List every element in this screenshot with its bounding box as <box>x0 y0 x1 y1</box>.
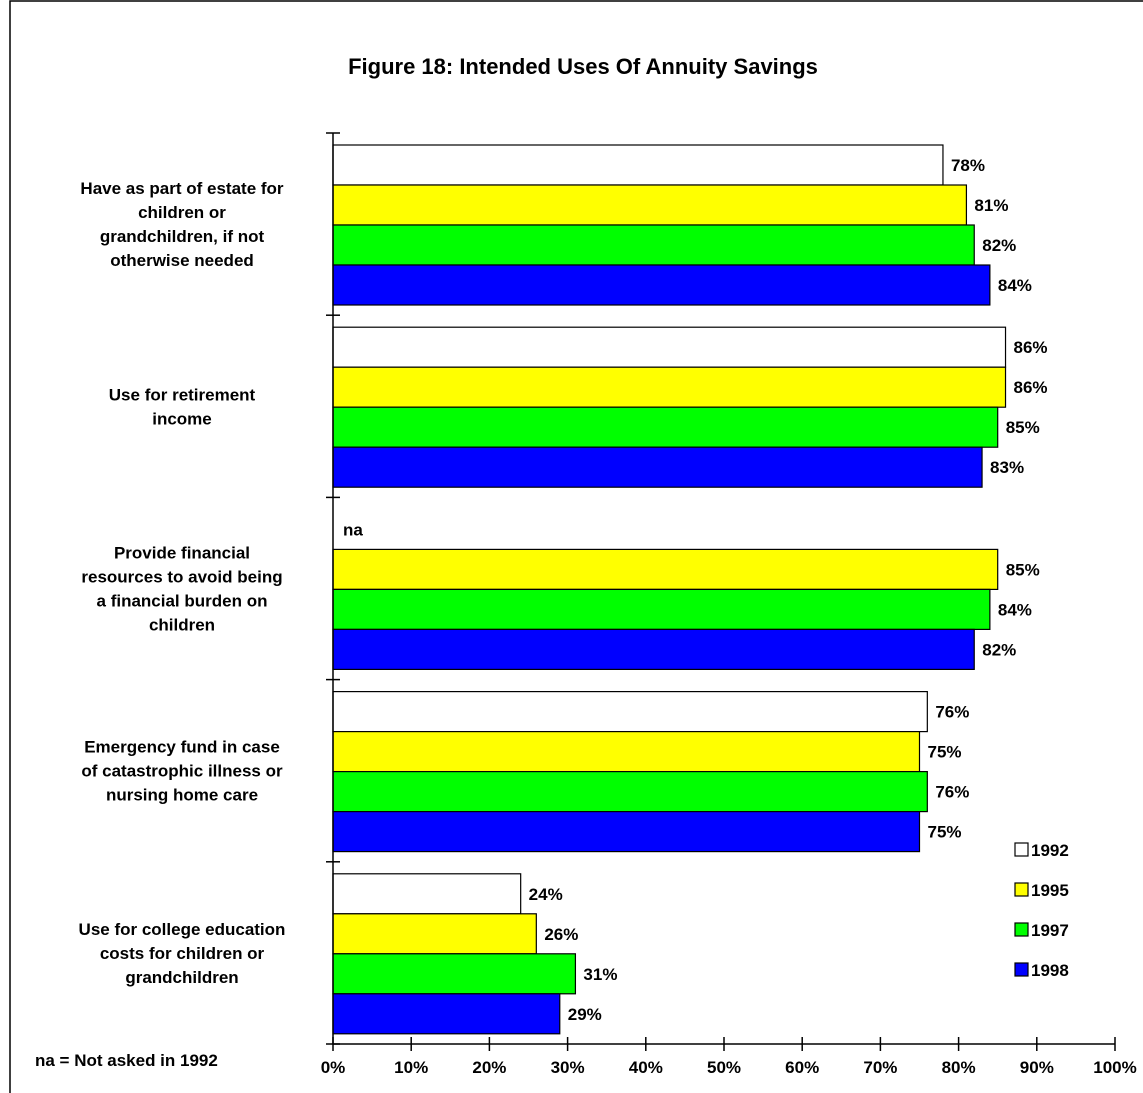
value-label-1997-cat3: 76% <box>935 783 969 802</box>
bar-1998-cat4 <box>332 993 561 1035</box>
legend-label-1995: 1995 <box>1031 881 1069 900</box>
legend-swatch-1992 <box>1014 842 1029 857</box>
legend-label-1997: 1997 <box>1031 921 1069 940</box>
category-label-3-line1: of catastrophic illness or <box>81 762 283 781</box>
bar-1992-cat3 <box>332 690 928 733</box>
category-label-1-line0: Use for retirement <box>109 385 256 404</box>
bar-1997-cat1 <box>332 406 999 448</box>
value-label-1998-cat0: 84% <box>998 276 1032 295</box>
category-label-1-line1: income <box>152 409 212 428</box>
value-label-1992-cat4: 24% <box>529 885 563 904</box>
value-label-1998-cat2: 82% <box>982 640 1016 659</box>
category-labels-layer: Have as part of estate for children or gra… <box>79 179 286 987</box>
x-tick-label-1: 10% <box>394 1058 428 1077</box>
bars-layer <box>332 144 1007 1035</box>
x-tick-label-4: 40% <box>629 1058 663 1077</box>
bar-1998-cat0 <box>332 264 991 306</box>
legend-swatch-1998 <box>1014 962 1029 977</box>
legend: 1992 1995 1997 1998 <box>1014 841 1069 980</box>
value-label-1992-cat0: 78% <box>951 156 985 175</box>
x-tick-label-6: 60% <box>785 1058 819 1077</box>
category-label-2-line0: Provide financial <box>114 544 250 563</box>
x-tick-label-0: 0% <box>321 1058 346 1077</box>
value-label-1992-cat3: 76% <box>935 703 969 722</box>
category-label-4-line0: Use for college education <box>79 920 286 939</box>
value-label-1992-cat1: 86% <box>1014 338 1048 357</box>
bar-1998-cat1 <box>332 446 983 488</box>
category-label-2-line1: resources to avoid being <box>81 568 282 587</box>
value-label-1998-cat4: 29% <box>568 1005 602 1024</box>
x-tick-label-3: 30% <box>551 1058 585 1077</box>
category-label-4-line1: costs for children or <box>100 944 265 963</box>
category-label-0-line1: children or <box>138 203 226 222</box>
bar-1998-cat3 <box>332 810 921 853</box>
value-label-1995-cat3: 75% <box>928 743 962 762</box>
bar-1995-cat1 <box>332 366 1007 408</box>
category-label-0-line3: otherwise needed <box>110 251 254 270</box>
value-label-1997-cat4: 31% <box>583 965 617 984</box>
value-label-1998-cat1: 83% <box>990 458 1024 477</box>
bar-1992-cat1 <box>332 326 1007 368</box>
value-label-1995-cat2: 85% <box>1006 560 1040 579</box>
x-tick-label-5: 50% <box>707 1058 741 1077</box>
bar-1995-cat3 <box>332 730 921 773</box>
bar-1997-cat2 <box>332 588 991 631</box>
legend-label-1992: 1992 <box>1031 841 1069 860</box>
legend-label-1998: 1998 <box>1031 961 1069 980</box>
bar-1997-cat3 <box>332 770 928 813</box>
x-tick-label-10: 100% <box>1093 1058 1136 1077</box>
category-label-3-line0: Emergency fund in case <box>84 738 280 757</box>
value-label-1995-cat0: 81% <box>974 196 1008 215</box>
chart-title: Figure 18: Intended Uses Of Annuity Savi… <box>348 54 818 79</box>
category-label-3-line2: nursing home care <box>106 786 258 805</box>
value-label-1995-cat4: 26% <box>544 925 578 944</box>
bar-1997-cat4 <box>332 953 577 995</box>
category-label-4-line2: grandchildren <box>125 968 238 987</box>
bar-1997-cat0 <box>332 224 975 266</box>
x-tick-label-2: 20% <box>472 1058 506 1077</box>
value-label-1997-cat1: 85% <box>1006 418 1040 437</box>
axes-layer: 0% 10% 20% 30% 40% 50% 60% 70% 80% 90% 100% <box>321 132 1137 1077</box>
footnote: na = Not asked in 1992 <box>35 1051 218 1070</box>
x-tick-label-7: 70% <box>863 1058 897 1077</box>
value-labels-layer: 78% 81% 82% 84% 86% 86% 85% 83% na 85% 84% 82% 76% 75… <box>343 156 1048 1024</box>
legend-swatch-1997 <box>1014 922 1029 937</box>
value-label-1997-cat0: 82% <box>982 236 1016 255</box>
bar-1992-cat4 <box>332 873 522 915</box>
bar-1998-cat2 <box>332 628 975 671</box>
category-label-2-line3: children <box>149 616 215 635</box>
category-label-0-line0: Have as part of estate for <box>80 179 284 198</box>
value-label-1995-cat1: 86% <box>1014 378 1048 397</box>
category-label-0-line2: grandchildren, if not <box>100 227 265 246</box>
value-label-1997-cat2: 84% <box>998 600 1032 619</box>
category-label-2-line2: a financial burden on <box>97 592 268 611</box>
value-label-1992-cat2: na <box>343 520 363 539</box>
x-tick-label-9: 90% <box>1020 1058 1054 1077</box>
bar-1995-cat4 <box>332 913 537 955</box>
bar-1992-cat0 <box>332 144 944 186</box>
bar-1995-cat2 <box>332 548 999 591</box>
x-tick-label-8: 80% <box>942 1058 976 1077</box>
legend-swatch-1995 <box>1014 882 1029 897</box>
value-label-1998-cat3: 75% <box>928 823 962 842</box>
bar-1995-cat0 <box>332 184 968 226</box>
